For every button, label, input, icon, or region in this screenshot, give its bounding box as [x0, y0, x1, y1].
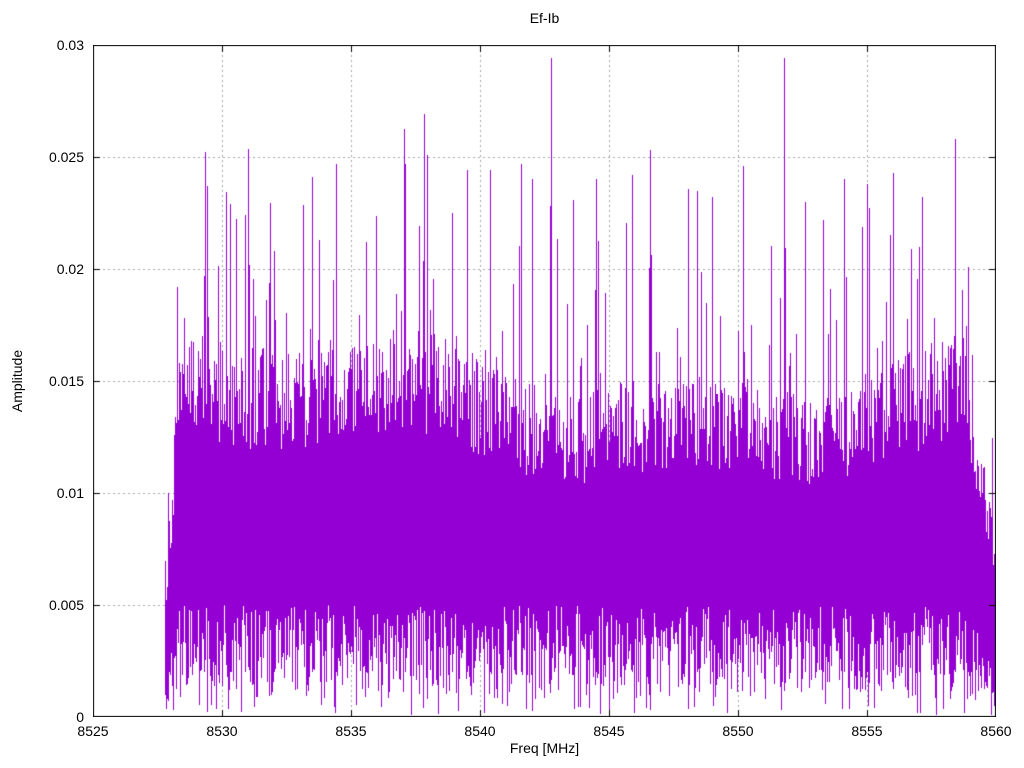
spectrum-plot-canvas	[93, 45, 996, 717]
y-tick-label: 0.01	[56, 485, 84, 501]
y-tick-label: 0	[76, 709, 84, 725]
plot-area	[93, 45, 996, 717]
y-tick-label: 0.02	[56, 261, 84, 277]
x-tick-label: 8555	[851, 723, 883, 739]
x-tick-label: 8545	[593, 723, 625, 739]
y-tick-label: 0.03	[56, 37, 84, 53]
x-tick-label: 8560	[980, 723, 1012, 739]
x-tick-label: 8535	[335, 723, 367, 739]
y-tick-label: 0.025	[48, 149, 84, 165]
x-tick-label: 8530	[206, 723, 238, 739]
y-tick-label: 0.005	[48, 597, 84, 613]
chart-title: Ef-Ib	[529, 10, 560, 26]
x-tick-label: 8550	[722, 723, 754, 739]
y-tick-label: 0.015	[48, 373, 84, 389]
x-tick-label: 8525	[77, 723, 109, 739]
x-axis-label: Freq [MHz]	[509, 740, 580, 756]
x-tick-label: 8540	[464, 723, 496, 739]
